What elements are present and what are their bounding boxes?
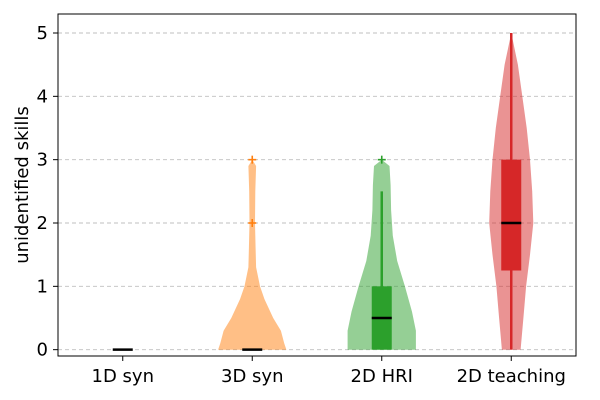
violin-outlier-1-0 [248, 219, 257, 227]
y-axis-label: unidentified skills [12, 106, 33, 264]
violin-iqr-box-3 [501, 159, 522, 271]
x-tick-label-2: 2D HRI [351, 366, 413, 387]
plot-frame [57, 13, 577, 357]
violin-outlier-2-0 [377, 155, 386, 164]
y-ticks: 0 1 2 3 4 5 [37, 23, 58, 361]
violins [112, 33, 534, 351]
y-tick-label-2: 2 [37, 213, 48, 234]
y-tick-label-4: 4 [37, 86, 48, 107]
y-tick-label-3: 3 [37, 150, 48, 171]
violin-body-1 [218, 159, 287, 350]
violin-group-2 [347, 155, 416, 350]
y-tick-label-0: 0 [37, 340, 48, 361]
x-tick-label-0: 1D syn [92, 366, 154, 387]
y-tick-label-1: 1 [37, 276, 48, 297]
grid-lines [58, 32, 576, 351]
x-ticks: 1D syn 3D syn 2D HRI 2D teaching [92, 356, 566, 387]
violin-outlier-1-1 [248, 155, 257, 164]
y-tick-label-5: 5 [37, 23, 48, 44]
violin-group-3 [489, 33, 534, 350]
x-tick-label-1: 3D syn [221, 366, 283, 387]
violin-group-1 [218, 155, 287, 351]
x-tick-label-3: 2D teaching [457, 366, 566, 387]
